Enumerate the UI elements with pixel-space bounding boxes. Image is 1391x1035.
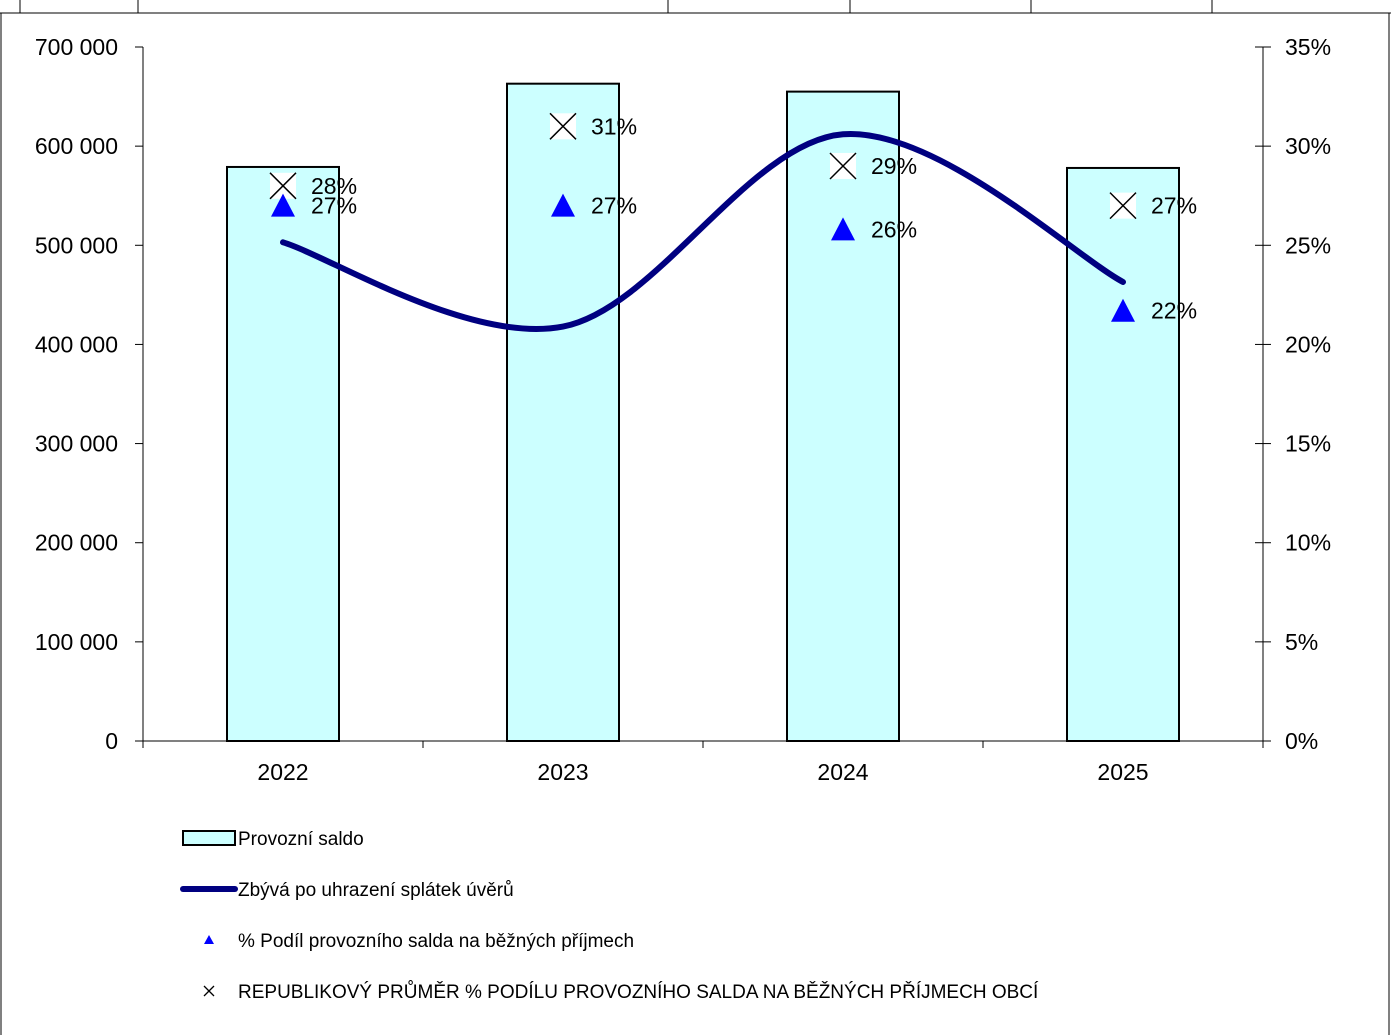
triangle-marker-label: 26%: [871, 216, 917, 242]
x-tick-label: 2024: [817, 759, 868, 785]
y-right-tick-label: 10%: [1285, 530, 1331, 556]
triangle-marker-label: 27%: [591, 193, 637, 219]
y-left-tick-label: 0: [105, 728, 118, 754]
bar: [226, 165, 340, 743]
x-marker-label: 29%: [871, 153, 917, 179]
x-marker: [829, 152, 857, 180]
legend-swatch-triangle: [204, 935, 214, 944]
y-left-tick-label: 600 000: [35, 133, 118, 159]
bar: [786, 90, 900, 743]
y-left-tick-label: 300 000: [35, 431, 118, 457]
x-tick-label: 2025: [1097, 759, 1148, 785]
x-tick-label: 2022: [257, 759, 308, 785]
y-right-tick-label: 0%: [1285, 728, 1318, 754]
bar: [506, 82, 620, 742]
bar-series: [226, 82, 1180, 743]
legend-label: REPUBLIKOVÝ PRŮMĚR % PODÍLU PROVOZNÍHO S…: [238, 981, 1039, 1003]
x-tick-label: 2023: [537, 759, 588, 785]
x-marker: [269, 172, 297, 200]
legend: Provozní saldo Zbývá po uhrazení splátek …: [180, 829, 1039, 1003]
legend-label: Provozní saldo: [238, 829, 364, 850]
triangle-marker: [831, 217, 855, 241]
x-marker-label: 31%: [591, 113, 637, 139]
y-left-tick-label: 100 000: [35, 629, 118, 655]
line-series-path: [280, 131, 1126, 332]
triangle-marker: [1111, 298, 1135, 322]
republic-average-markers: [269, 112, 1137, 220]
y-left-tick-label: 500 000: [35, 232, 118, 258]
y-right-tick-label: 25%: [1285, 232, 1331, 258]
legend-swatch-bar: [182, 830, 236, 846]
y-right-tick-label: 15%: [1285, 431, 1331, 457]
legend-label: % Podíl provozního salda na běžných příj…: [238, 931, 634, 952]
data-labels: 28% 31% 29% 27% 27% 27% 26% 22%: [311, 113, 1197, 323]
triangle-marker: [551, 193, 575, 217]
triangle-marker: [271, 193, 295, 217]
x-marker: [549, 112, 577, 140]
bar: [1066, 166, 1180, 742]
y-left-tick-label: 700 000: [35, 34, 118, 60]
share-markers: [271, 193, 1135, 322]
chart-border: [0, 13, 1390, 1035]
line-series: [280, 131, 1126, 332]
x-marker-label: 28%: [311, 173, 357, 199]
x-marker-label: 27%: [1151, 193, 1197, 219]
y-right-tick-label: 20%: [1285, 331, 1331, 357]
triangle-marker-label: 22%: [1151, 298, 1197, 324]
y-right-tick-label: 30%: [1285, 133, 1331, 159]
y-left-tick-label: 400 000: [35, 331, 118, 357]
y-left-tick-label: 200 000: [35, 530, 118, 556]
y-right-tick-label: 5%: [1285, 629, 1318, 655]
legend-swatch-x: [203, 985, 215, 997]
legend-label: Zbývá po uhrazení splátek úvěrů: [238, 880, 514, 901]
top-table-border: [0, 0, 1391, 14]
x-marker: [1109, 192, 1137, 220]
y-right-tick-label: 35%: [1285, 34, 1331, 60]
triangle-marker-label: 27%: [311, 193, 357, 219]
